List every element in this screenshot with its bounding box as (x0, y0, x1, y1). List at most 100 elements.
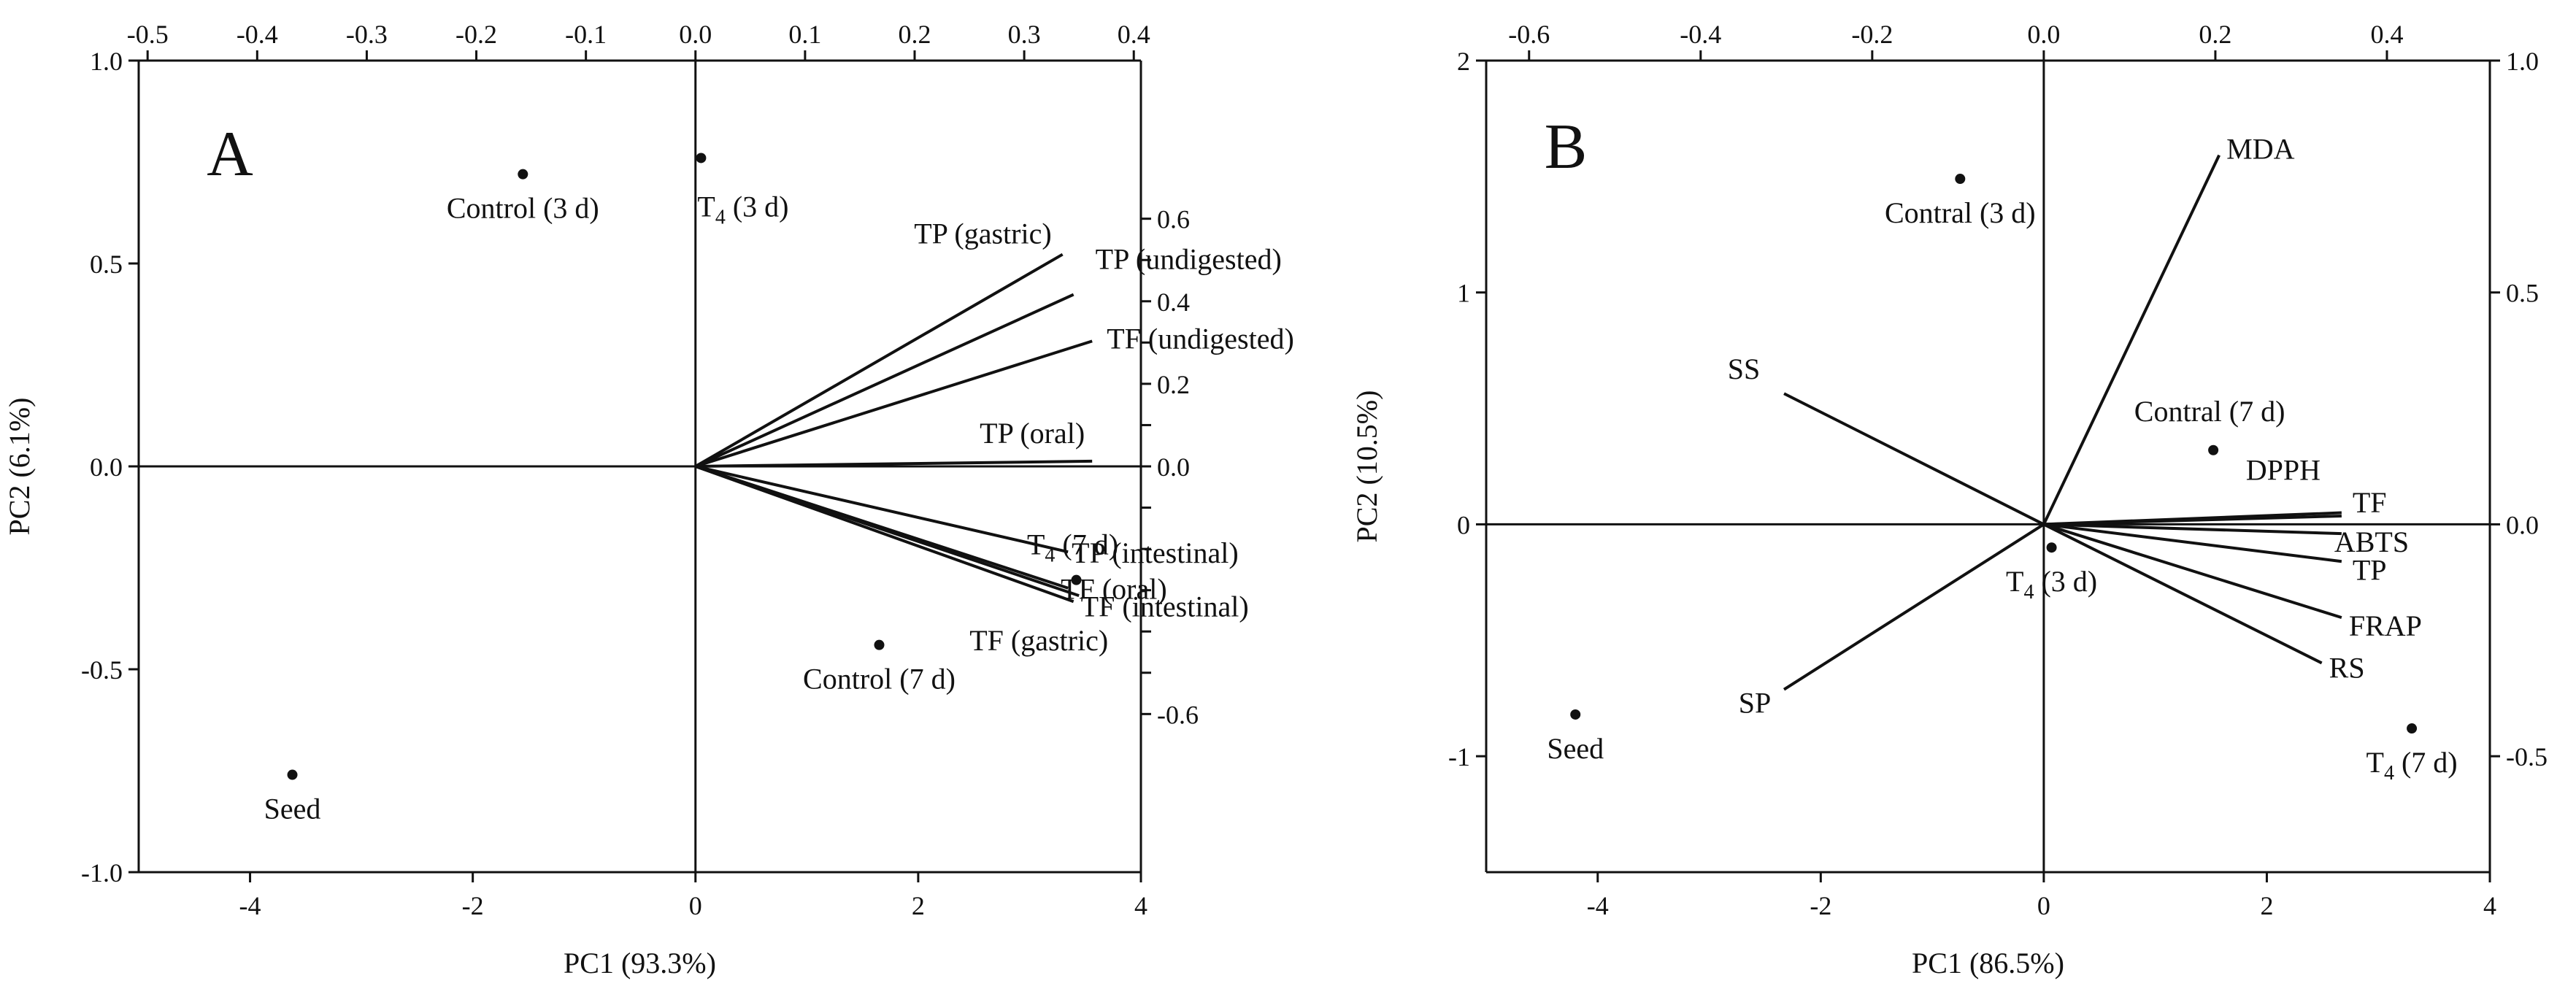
bottom-tick-label: -4 (239, 891, 261, 920)
bottom-tick-label: -2 (1810, 891, 1831, 920)
score-label-control-3-d: Control (3 d) (447, 192, 599, 225)
score-point-seed (287, 769, 298, 780)
bottom-tick-label: 2 (2260, 891, 2273, 920)
loading-vector-tp (2043, 523, 2342, 563)
score-label-t4-7-d: T4 (7 d) (2367, 746, 2458, 785)
right-tick-label: -0.6 (1157, 700, 1199, 729)
loading-vector-tf (2043, 514, 2342, 526)
loading-label-frap: FRAP (2349, 609, 2422, 642)
loading-vector-ss (1783, 392, 2045, 526)
loading-label-mda: MDA (2226, 133, 2294, 166)
left-tick-label: 0 (1457, 510, 1470, 539)
loading-label-dpph: DPPH (2246, 454, 2321, 487)
score-point-control-7-d (874, 639, 885, 650)
top-tick-label: -0.4 (237, 20, 278, 49)
top-tick-label: 0.4 (2370, 20, 2403, 49)
top-tick-label: 0.2 (899, 20, 931, 49)
top-tick-label: 0.0 (679, 20, 712, 49)
loading-label-tp: TP (2353, 553, 2387, 586)
right-tick-label: 0.5 (2506, 279, 2539, 308)
top-tick-label: -0.2 (455, 20, 497, 49)
loading-vector-tp-gastric (694, 253, 1064, 468)
loading-vector-tf-undigested (695, 339, 1093, 468)
top-tick-label: -0.1 (565, 20, 607, 49)
right-tick-label: 0.6 (1157, 205, 1190, 234)
left-tick-label: 1 (1457, 279, 1470, 308)
loading-label-sp: SP (1739, 687, 1772, 720)
loading-label-tp-intestinal: TP (intestinal) (1072, 536, 1238, 569)
left-tick-label: 0.0 (90, 453, 123, 482)
score-label-contral-7-d: Contral (7 d) (2134, 395, 2285, 428)
top-tick-label: 0.2 (2199, 20, 2231, 49)
top-tick-label: 0.0 (2027, 20, 2060, 49)
top-tick-label: 0.4 (1118, 20, 1150, 49)
left-tick-label: -1.0 (81, 858, 123, 887)
bottom-tick-label: 4 (2483, 891, 2496, 920)
loading-label-tf: TF (2353, 486, 2387, 519)
bottom-tick-label: 0 (689, 891, 702, 920)
loading-vector-tp-oral (695, 459, 1093, 468)
bottom-tick-label: -4 (1587, 891, 1609, 920)
loading-vector-sp (1783, 523, 2045, 691)
left-tick-label: 2 (1457, 47, 1470, 76)
top-tick-label: 0.1 (788, 20, 821, 49)
bottom-tick-label: 4 (1134, 891, 1147, 920)
loading-label-tf-intestinal: TF (intestinal) (1081, 590, 1249, 623)
score-point-t4-7-d (2407, 723, 2418, 734)
top-tick-label: -0.6 (1508, 20, 1550, 49)
score-point-control-3-d (518, 169, 528, 180)
score-point-contral-7-d (2208, 444, 2219, 455)
loading-label-tf-undigested: TF (undigested) (1107, 322, 1294, 355)
panel-letter: B (1545, 112, 1588, 182)
loading-label-abts: ABTS (2334, 525, 2409, 558)
score-point-seed (1570, 709, 1581, 720)
loading-label-tp-gastric: TP (gastric) (914, 217, 1051, 250)
y-axis-title: PC2 (6.1%) (3, 398, 36, 536)
loading-vector-abts (2043, 523, 2342, 536)
bottom-tick-label: -2 (462, 891, 484, 920)
score-point-t4-3-d (696, 153, 707, 163)
left-tick-label: -0.5 (81, 655, 123, 685)
top-tick-label: -0.2 (1851, 20, 1893, 49)
score-point-contral-3-d (1955, 174, 1966, 185)
right-tick-label: 0.0 (2506, 510, 2539, 539)
loading-vector-tp-undigested (694, 293, 1074, 468)
right-tick-label: 0.4 (1157, 288, 1190, 317)
bottom-tick-label: 2 (912, 891, 925, 920)
right-tick-label: 0.0 (1157, 453, 1190, 482)
x-axis-title: PC1 (93.3%) (564, 947, 716, 979)
loading-label-rs: RS (2329, 651, 2365, 684)
right-tick-label: 0.2 (1157, 370, 1190, 399)
score-point-t4-7-d (1071, 574, 1082, 585)
top-tick-label: -0.4 (1680, 20, 1721, 49)
left-tick-label: 0.5 (90, 250, 123, 279)
loading-vector-rs (2042, 523, 2323, 665)
loading-label-ss: SS (1728, 353, 1761, 385)
score-label-contral-3-d: Contral (3 d) (1885, 196, 2036, 229)
left-tick-label: 1.0 (90, 47, 123, 76)
right-tick-label: 1.0 (2506, 47, 2539, 76)
panel-b: -4 -2 0 2 4 -1 0 1 2 -0.6 -0.4 -0.2 0.0 0.2 0.4 -0.5 0.0… (1350, 20, 2548, 979)
loading-vector-mda (2042, 154, 2221, 525)
loading-vector-frap (2043, 523, 2342, 620)
top-tick-label: -0.5 (127, 20, 169, 49)
top-tick-label: 0.3 (1008, 20, 1041, 49)
loading-label-tp-undigested: TP (undigested) (1096, 243, 1282, 276)
y-axis-title: PC2 (10.5%) (1350, 390, 1383, 543)
score-point-t4-3-d (2046, 542, 2057, 553)
loading-vector-tf-gastric (695, 465, 1080, 597)
score-label-t4-3-d: T4 (3 d) (2006, 565, 2097, 604)
left-tick-label: -1 (1448, 742, 1470, 771)
loading-label-tp-oral: TP (oral) (980, 417, 1085, 450)
loading-label-tf-gastric: TF (gastric) (969, 624, 1108, 657)
top-tick-label: -0.3 (346, 20, 388, 49)
loading-vector-tp-intestinal (695, 465, 1069, 554)
right-tick-label: -0.5 (2506, 742, 2548, 771)
score-label-t4-7-d: T4 (7 d) (1027, 528, 1118, 567)
x-axis-title: PC1 (86.5%) (1912, 947, 2064, 979)
score-label-control-7-d: Control (7 d) (803, 663, 956, 696)
score-label-seed: Seed (264, 793, 321, 825)
score-label-t4-3-d: T4 (3 d) (697, 190, 788, 228)
score-label-seed: Seed (1547, 732, 1604, 765)
